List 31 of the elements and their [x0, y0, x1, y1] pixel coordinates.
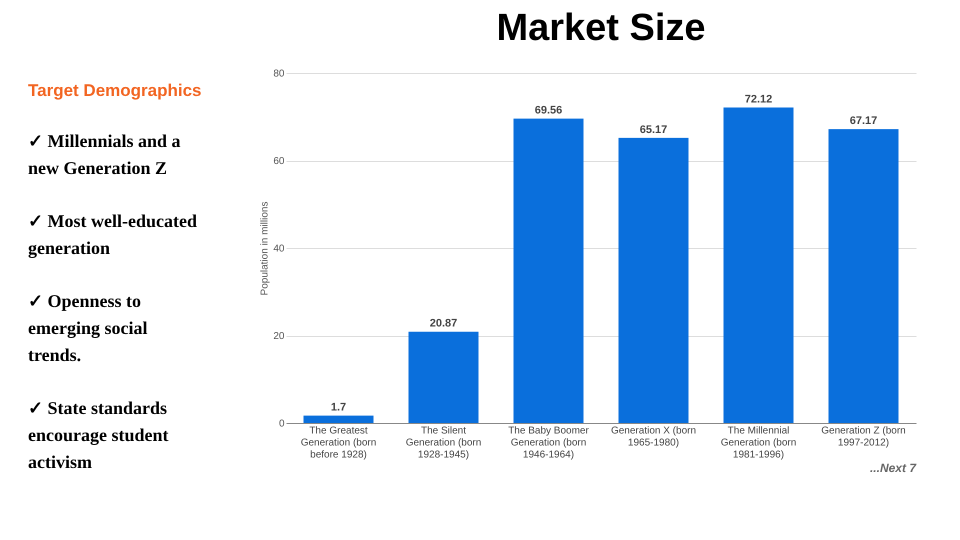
- x-tick-label: Generation Z (born 1997-2012): [821, 426, 906, 448]
- x-tick-label: The Millennial Generation (born 1981-1996): [720, 426, 796, 460]
- bar: [408, 332, 478, 423]
- y-tick-label: 40: [273, 244, 285, 254]
- text: ✓ State standards encourage student activism: [28, 398, 168, 472]
- text: ...Next 7: [870, 461, 918, 475]
- x-tick-label: The Greatest Generation (born before 1928): [300, 426, 376, 460]
- data-label: 1.7: [330, 402, 346, 414]
- text: Target Demographics: [28, 81, 202, 100]
- bar: [618, 138, 688, 423]
- x-tick-label: The Baby Boomer Generation (born 1946-1964): [508, 426, 590, 460]
- bar: [304, 416, 374, 423]
- y-tick-label: 20: [273, 331, 285, 342]
- y-tick-label: 60: [273, 156, 285, 167]
- y-tick-label: 80: [273, 68, 285, 80]
- y-tick-label: 0: [278, 418, 285, 430]
- y-axis-title: Population in millions: [259, 202, 270, 296]
- data-label: 67.17: [850, 115, 878, 128]
- text: ✓ Openness to emerging social trends.: [28, 291, 148, 365]
- text: ✓ Most well-educated generation: [28, 211, 197, 258]
- chart-title: Market Size: [496, 7, 706, 49]
- x-tick-label: Generation X (born 1965-1980): [610, 426, 696, 448]
- data-label: 65.17: [640, 124, 668, 136]
- data-label: 20.87: [430, 318, 458, 330]
- bar: [828, 129, 898, 423]
- bar: [514, 118, 584, 423]
- data-label: 69.56: [534, 104, 562, 117]
- x-tick-label: The Silent Generation (born 1928-1945): [406, 426, 482, 460]
- text: ✓ Millennials and a new Generation Z: [28, 131, 181, 178]
- bar: [724, 107, 794, 423]
- data-label: 72.12: [744, 93, 772, 106]
